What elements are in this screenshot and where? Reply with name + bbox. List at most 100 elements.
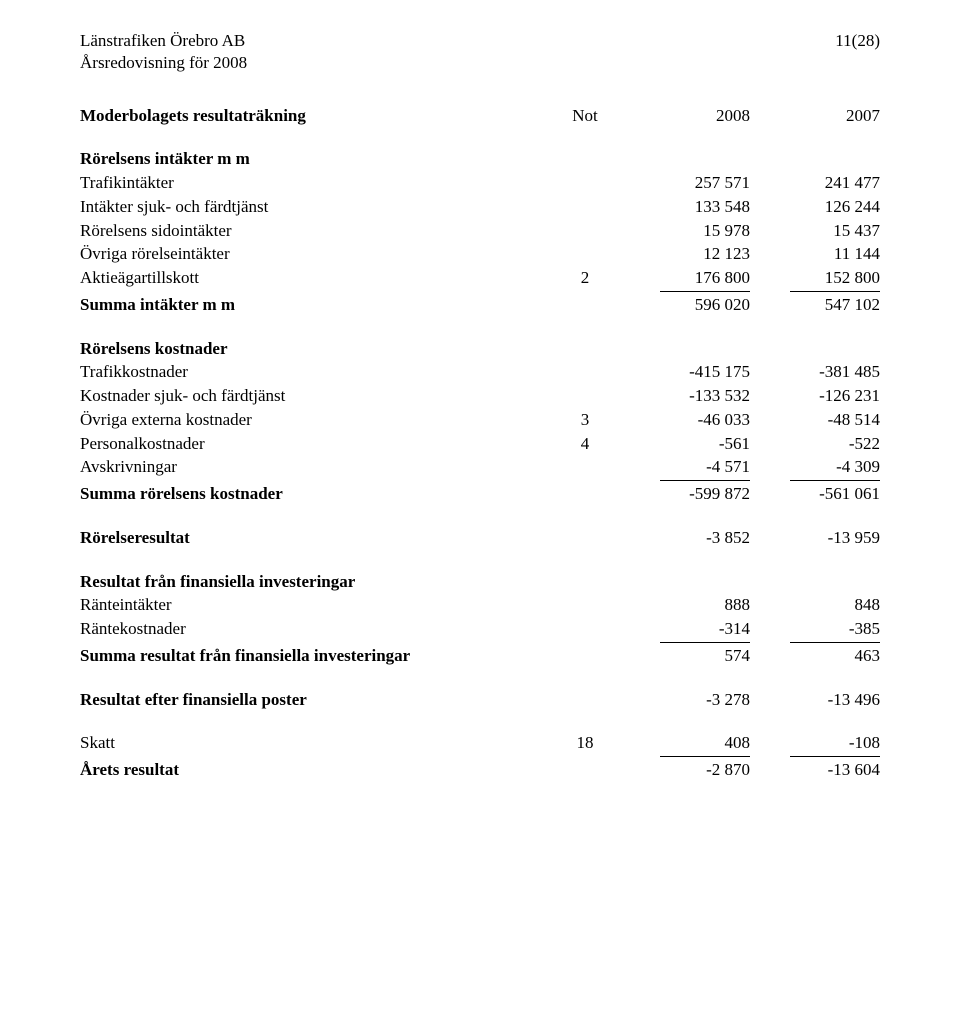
row-y1: -133 532 xyxy=(620,384,750,408)
row-y2: 848 xyxy=(750,593,880,617)
row-y1: -2 870 xyxy=(620,758,750,782)
row-y1: 888 xyxy=(620,593,750,617)
section-heading-row: Resultat från finansiella investeringar xyxy=(80,570,880,594)
row-note xyxy=(550,360,620,384)
row-label: Kostnader sjuk- och färdtjänst xyxy=(80,384,550,408)
summary-row: Resultat efter finansiella poster -3 278… xyxy=(80,688,880,712)
row-note: 2 xyxy=(550,266,620,290)
row-y1: 574 xyxy=(620,644,750,668)
rule-line xyxy=(790,642,880,643)
row-note xyxy=(550,617,620,641)
row-note xyxy=(550,593,620,617)
row-y1: -46 033 xyxy=(620,408,750,432)
row-y1: -415 175 xyxy=(620,360,750,384)
row-y2: -385 xyxy=(750,617,880,641)
final-result-row: Årets resultat -2 870 -13 604 xyxy=(80,758,880,782)
table-row: Rörelsens sidointäkter 15 978 15 437 xyxy=(80,219,880,243)
row-label: Skatt xyxy=(80,731,550,755)
row-label: Trafikkostnader xyxy=(80,360,550,384)
summary-row: Summa intäkter m m 596 020 547 102 xyxy=(80,293,880,317)
row-y1: -561 xyxy=(620,432,750,456)
rule-line xyxy=(660,756,750,757)
row-y1: 176 800 xyxy=(620,266,750,290)
subtitle: Årsredovisning för 2008 xyxy=(80,52,247,74)
row-note xyxy=(550,455,620,479)
table-row: Trafikintäkter 257 571 241 477 xyxy=(80,171,880,195)
table-row: Räntekostnader -314 -385 xyxy=(80,617,880,641)
rule-line xyxy=(790,291,880,292)
table-row: Ränteintäkter 888 848 xyxy=(80,593,880,617)
col-header-year1: 2008 xyxy=(620,104,750,128)
row-note xyxy=(550,171,620,195)
row-y2: -381 485 xyxy=(750,360,880,384)
row-label: Summa rörelsens kostnader xyxy=(80,482,550,506)
row-label: Rörelseresultat xyxy=(80,526,550,550)
page: Länstrafiken Örebro AB Årsredovisning fö… xyxy=(0,0,960,1029)
row-y2: 126 244 xyxy=(750,195,880,219)
row-label: Trafikintäkter xyxy=(80,171,550,195)
row-label: Personalkostnader xyxy=(80,432,550,456)
row-y2: -13 959 xyxy=(750,526,880,550)
row-y2: -13 604 xyxy=(750,758,880,782)
row-y2: 11 144 xyxy=(750,242,880,266)
row-y1: 133 548 xyxy=(620,195,750,219)
row-label: Ränteintäkter xyxy=(80,593,550,617)
rule-line xyxy=(660,480,750,481)
row-y1: 408 xyxy=(620,731,750,755)
summary-row: Rörelseresultat -3 852 -13 959 xyxy=(80,526,880,550)
rule-line xyxy=(660,291,750,292)
row-y1: -4 571 xyxy=(620,455,750,479)
table-row: Avskrivningar -4 571 -4 309 xyxy=(80,455,880,479)
table-row: Intäkter sjuk- och färdtjänst 133 548 12… xyxy=(80,195,880,219)
row-label: Summa resultat från finansiella invester… xyxy=(80,644,550,668)
section-heading-row: Rörelsens intäkter m m xyxy=(80,147,880,171)
row-y1: -3 278 xyxy=(620,688,750,712)
summary-row: Summa resultat från finansiella invester… xyxy=(80,644,880,668)
table-row: Aktieägartillskott 2 176 800 152 800 xyxy=(80,266,880,290)
table-row: Övriga rörelseintäkter 12 123 11 144 xyxy=(80,242,880,266)
summary-row: Summa rörelsens kostnader -599 872 -561 … xyxy=(80,482,880,506)
row-note: 4 xyxy=(550,432,620,456)
row-label: Intäkter sjuk- och färdtjänst xyxy=(80,195,550,219)
row-label: Räntekostnader xyxy=(80,617,550,641)
row-label: Övriga externa kostnader xyxy=(80,408,550,432)
section-heading-row: Rörelsens kostnader xyxy=(80,337,880,361)
row-label: Aktieägartillskott xyxy=(80,266,550,290)
row-y2: 241 477 xyxy=(750,171,880,195)
table-row: Skatt 18 408 -108 xyxy=(80,731,880,755)
row-y2: -4 309 xyxy=(750,455,880,479)
row-y2: -522 xyxy=(750,432,880,456)
income-statement-table: Moderbolagets resultaträkning Not 2008 2… xyxy=(80,104,880,782)
row-y1: -599 872 xyxy=(620,482,750,506)
row-y1: -3 852 xyxy=(620,526,750,550)
header-left: Länstrafiken Örebro AB Årsredovisning fö… xyxy=(80,30,247,74)
section-heading: Rörelsens intäkter m m xyxy=(80,147,550,171)
row-y2: 547 102 xyxy=(750,293,880,317)
page-number: 11(28) xyxy=(835,30,880,52)
row-y1: 596 020 xyxy=(620,293,750,317)
row-y2: -561 061 xyxy=(750,482,880,506)
rule-line xyxy=(790,480,880,481)
col-header-note: Not xyxy=(550,104,620,128)
row-label: Årets resultat xyxy=(80,758,550,782)
col-header-year2: 2007 xyxy=(750,104,880,128)
row-label: Avskrivningar xyxy=(80,455,550,479)
row-label: Resultat efter finansiella poster xyxy=(80,688,550,712)
row-y2: 463 xyxy=(750,644,880,668)
row-y1: 15 978 xyxy=(620,219,750,243)
rule-line xyxy=(660,642,750,643)
row-y2: 152 800 xyxy=(750,266,880,290)
row-y1: -314 xyxy=(620,617,750,641)
row-y2: -126 231 xyxy=(750,384,880,408)
table-title: Moderbolagets resultaträkning xyxy=(80,104,550,128)
row-y1: 12 123 xyxy=(620,242,750,266)
rule-line xyxy=(790,756,880,757)
row-y2: -13 496 xyxy=(750,688,880,712)
section-heading: Resultat från finansiella investeringar xyxy=(80,570,550,594)
row-y2: 15 437 xyxy=(750,219,880,243)
company-name: Länstrafiken Örebro AB xyxy=(80,30,247,52)
table-row: Övriga externa kostnader 3 -46 033 -48 5… xyxy=(80,408,880,432)
row-y2: -108 xyxy=(750,731,880,755)
table-row: Kostnader sjuk- och färdtjänst -133 532 … xyxy=(80,384,880,408)
row-label: Övriga rörelseintäkter xyxy=(80,242,550,266)
